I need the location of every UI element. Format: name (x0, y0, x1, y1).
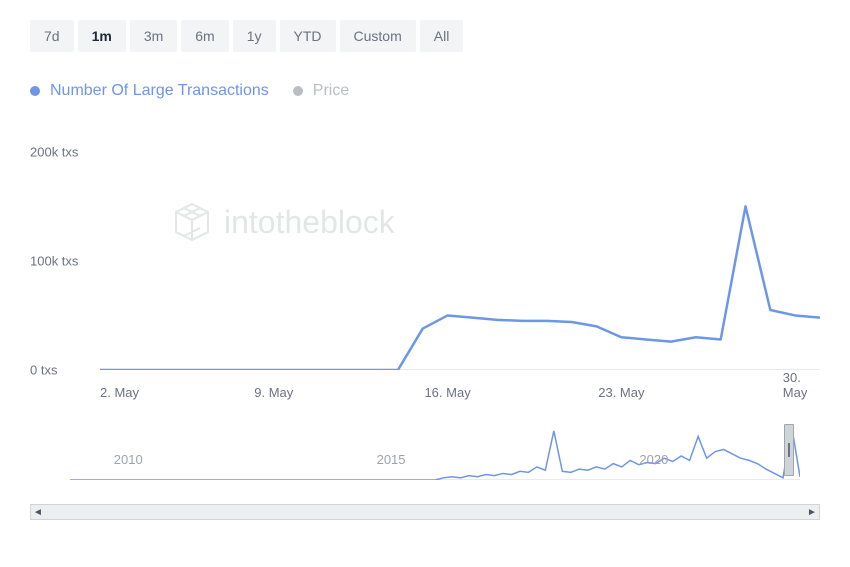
overview-year-label: 2020 (639, 452, 668, 467)
chart-plot[interactable] (100, 130, 820, 370)
legend-item-transactions[interactable]: Number Of Large Transactions (30, 82, 269, 100)
range-tab-3m[interactable]: 3m (130, 20, 177, 52)
y-axis-tick: 100k txs (30, 253, 78, 268)
legend-label: Price (313, 82, 349, 100)
overview-scrollbar[interactable]: ◄ ► (30, 504, 820, 520)
legend-dot-icon (30, 86, 40, 96)
x-axis-tick: 9. May (254, 385, 293, 400)
range-tab-6m[interactable]: 6m (181, 20, 228, 52)
scroll-right-icon[interactable]: ► (805, 505, 819, 519)
x-axis-tick: 16. May (424, 385, 470, 400)
y-axis-tick: 200k txs (30, 144, 78, 159)
legend-item-price[interactable]: Price (293, 82, 349, 100)
range-tab-7d[interactable]: 7d (30, 20, 74, 52)
overview-chart[interactable]: 2010 2015 2020 (30, 420, 820, 500)
x-axis-tick: 30. May (783, 370, 808, 400)
range-tab-1y[interactable]: 1y (233, 20, 276, 52)
range-tab-ytd[interactable]: YTD (280, 20, 336, 52)
range-handle[interactable] (784, 424, 794, 476)
y-axis-tick: 0 txs (30, 363, 57, 378)
scroll-left-icon[interactable]: ◄ (31, 505, 45, 519)
overview-year-label: 2010 (114, 452, 143, 467)
legend-dot-icon (293, 86, 303, 96)
range-tab-custom[interactable]: Custom (340, 20, 416, 52)
range-tab-all[interactable]: All (420, 20, 464, 52)
overview-year-label: 2015 (377, 452, 406, 467)
range-tab-1m[interactable]: 1m (78, 20, 126, 52)
x-axis-tick: 23. May (598, 385, 644, 400)
main-chart: intotheblock 200k txs100k txs0 txs 2. Ma… (30, 130, 820, 400)
range-tabs: 7d1m3m6m1yYTDCustomAll (30, 20, 820, 52)
legend-label: Number Of Large Transactions (50, 82, 269, 100)
chart-legend: Number Of Large Transactions Price (30, 82, 820, 100)
x-axis-tick: 2. May (100, 385, 139, 400)
overview-plot[interactable] (70, 420, 800, 480)
